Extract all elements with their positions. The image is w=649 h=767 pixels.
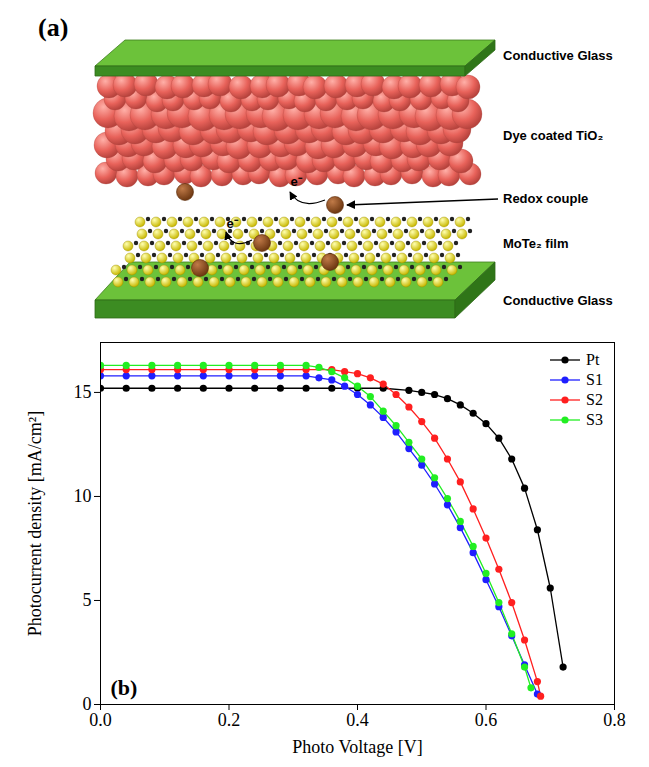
svg-text:5: 5 [83, 590, 92, 610]
svg-text:Conductive Glass: Conductive Glass [503, 293, 613, 308]
svg-text:(b): (b) [111, 675, 138, 700]
svg-text:15: 15 [74, 382, 92, 402]
html-text:Pt: Pt [586, 351, 600, 368]
svg-text:0: 0 [82, 694, 92, 715]
svg-text:0.6: 0.6 [475, 710, 498, 730]
html-text:S3: S3 [586, 411, 603, 428]
svg-text:Photo Voltage [V]: Photo Voltage [V] [292, 737, 422, 757]
svg-text:Photocurrent density [mA/cm²]: Photocurrent density [mA/cm²] [25, 411, 45, 636]
svg-text:(a): (a) [38, 13, 68, 42]
svg-text:Conductive Glass: Conductive Glass [503, 48, 613, 63]
svg-text:0.4: 0.4 [346, 710, 369, 730]
html-text:S1: S1 [586, 371, 603, 388]
svg-text:0.0: 0.0 [89, 710, 112, 730]
svg-text:0.2: 0.2 [218, 710, 241, 730]
svg-text:e⁻: e⁻ [226, 216, 238, 231]
svg-text:MoTe₂ film: MoTe₂ film [503, 236, 568, 251]
svg-text:Dye coated TiO₂: Dye coated TiO₂ [503, 128, 603, 143]
svg-text:e⁻: e⁻ [290, 174, 302, 189]
svg-text:10: 10 [74, 486, 92, 506]
html-text:S2: S2 [586, 391, 603, 408]
svg-text:Redox couple: Redox couple [503, 191, 588, 206]
svg-text:0.8: 0.8 [603, 710, 626, 730]
